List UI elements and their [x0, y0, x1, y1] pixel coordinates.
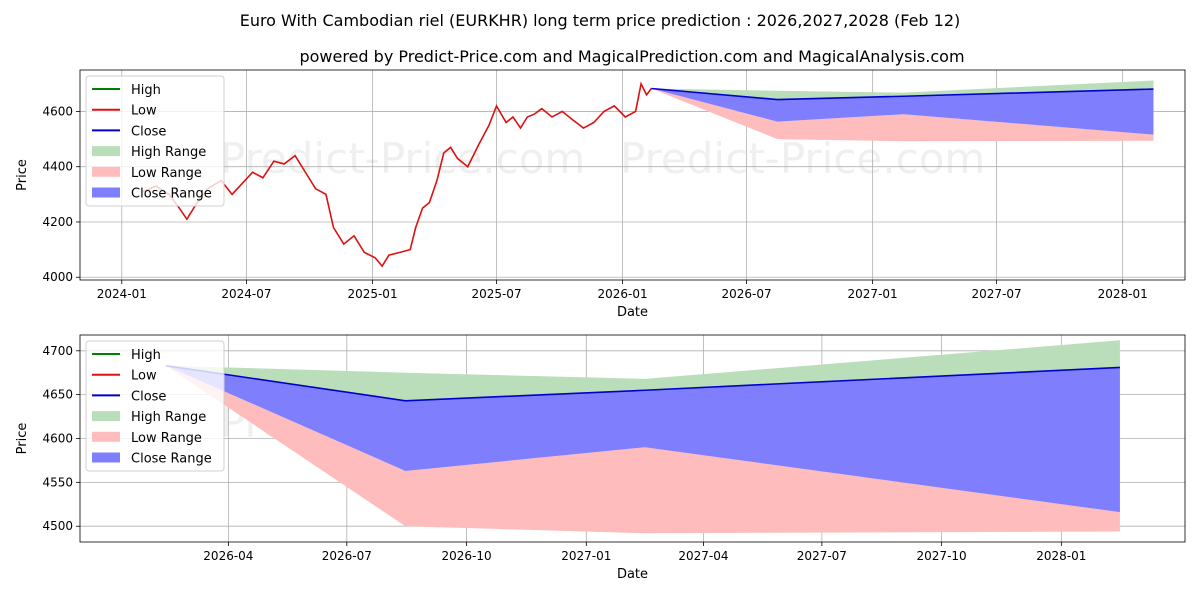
y-tick-label: 4400	[42, 160, 73, 174]
legend-area-swatch	[92, 452, 120, 463]
low-range-area	[651, 88, 1154, 142]
x-tick-label: 2025-01	[347, 287, 397, 301]
legend-area-swatch	[92, 411, 120, 422]
legend-box	[85, 75, 225, 207]
x-tick-label: 2025-07	[471, 287, 521, 301]
watermark-right: Predict-Price.com	[620, 134, 985, 183]
x-tick-label: 2026-07	[721, 287, 771, 301]
high-range-area	[651, 80, 1154, 100]
y-tick-label: 4650	[42, 388, 73, 402]
y-tick-label: 4200	[42, 215, 73, 229]
x-tick-label: 2027-07	[797, 549, 847, 563]
y-tick-label: 4550	[42, 475, 73, 489]
plot-frame	[79, 69, 1186, 281]
plot-frame	[79, 334, 1186, 543]
legend-area-swatch	[92, 146, 120, 157]
legend-label: High Range	[131, 145, 206, 160]
x-axis-label: Date	[617, 567, 648, 582]
y-tick-label: 4600	[42, 432, 73, 446]
x-tick-label: 2026-10	[441, 549, 491, 563]
panel-2: Predict-Price.comPredict-Price.com2026-0…	[15, 334, 1186, 582]
x-tick-label: 2028-01	[1098, 287, 1148, 301]
x-tick-label: 2028-01	[1036, 549, 1086, 563]
legend-area-swatch	[92, 166, 120, 177]
close-prediction-line	[165, 364, 1120, 402]
x-tick-label: 2027-10	[917, 549, 967, 563]
y-axis-label: Price	[15, 159, 30, 191]
legend-label: Close	[131, 124, 166, 139]
x-tick-label: 2024-01	[97, 287, 147, 301]
x-tick-label: 2026-07	[322, 549, 372, 563]
watermark-left: Predict-Price.com	[220, 134, 585, 183]
y-tick-label: 4600	[42, 104, 73, 118]
legend-label: Close	[131, 389, 166, 404]
legend-box	[85, 340, 225, 472]
close-prediction-line	[651, 87, 1154, 101]
close-range-area	[165, 365, 1120, 513]
legend-label: High	[131, 348, 161, 363]
legend-label: High Range	[131, 410, 206, 425]
chart-subtitle: powered by Predict-Price.com and Magical…	[299, 47, 964, 66]
y-axis-label: Price	[15, 423, 30, 455]
high-range-area	[165, 340, 1120, 401]
legend-area-swatch	[92, 431, 120, 442]
x-axis-label: Date	[617, 305, 648, 320]
y-tick-label: 4700	[42, 344, 73, 358]
x-tick-label: 2027-01	[561, 549, 611, 563]
legend-label: Close Range	[131, 452, 212, 467]
panel-1: Predict-Price.com Predict-Price.com 2024-0…	[15, 69, 1186, 320]
legend-label: Low Range	[131, 431, 202, 446]
x-tick-label: 2027-07	[972, 287, 1022, 301]
legend-label: Low	[131, 104, 157, 119]
chart-title: Euro With Cambodian riel (EURKHR) long t…	[240, 11, 961, 30]
x-tick-label: 2024-07	[221, 287, 271, 301]
x-tick-label: 2027-04	[678, 549, 728, 563]
legend-label: Low Range	[131, 166, 202, 181]
low-price-line	[142, 81, 652, 268]
low-range-area	[165, 365, 1120, 534]
x-tick-label: 2027-01	[848, 287, 898, 301]
legend-label: Low	[131, 369, 157, 384]
legend-area-swatch	[92, 187, 120, 198]
x-tick-label: 2026-01	[597, 287, 647, 301]
legend-label: High	[131, 83, 161, 98]
x-tick-label: 2026-04	[203, 549, 253, 563]
legend-label: Close Range	[131, 187, 212, 202]
y-tick-label: 4500	[42, 519, 73, 533]
y-tick-label: 4000	[42, 270, 73, 284]
